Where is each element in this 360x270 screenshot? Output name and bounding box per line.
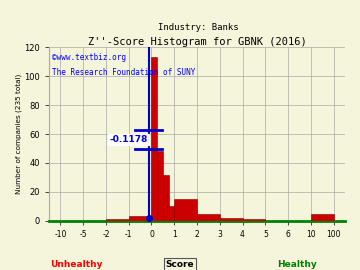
Bar [129, 217, 152, 221]
Bar [174, 199, 197, 221]
Text: The Research Foundation of SUNY: The Research Foundation of SUNY [52, 68, 195, 77]
Text: Score: Score [166, 260, 194, 269]
Text: ©www.textbiz.org: ©www.textbiz.org [52, 53, 126, 62]
Bar [163, 174, 168, 221]
Bar [157, 151, 163, 221]
Bar [152, 58, 157, 221]
Bar [106, 219, 129, 221]
Bar [197, 214, 220, 221]
Text: Unhealthy: Unhealthy [50, 260, 103, 269]
Title: Z''-Score Histogram for GBNK (2016): Z''-Score Histogram for GBNK (2016) [87, 37, 306, 47]
Bar [311, 214, 334, 221]
Text: Industry: Banks: Industry: Banks [158, 23, 238, 32]
Bar [168, 206, 174, 221]
Text: Healthy: Healthy [277, 260, 317, 269]
Bar [243, 219, 265, 221]
Text: -0.1178: -0.1178 [109, 135, 148, 144]
Y-axis label: Number of companies (235 total): Number of companies (235 total) [15, 74, 22, 194]
Bar [220, 218, 243, 221]
